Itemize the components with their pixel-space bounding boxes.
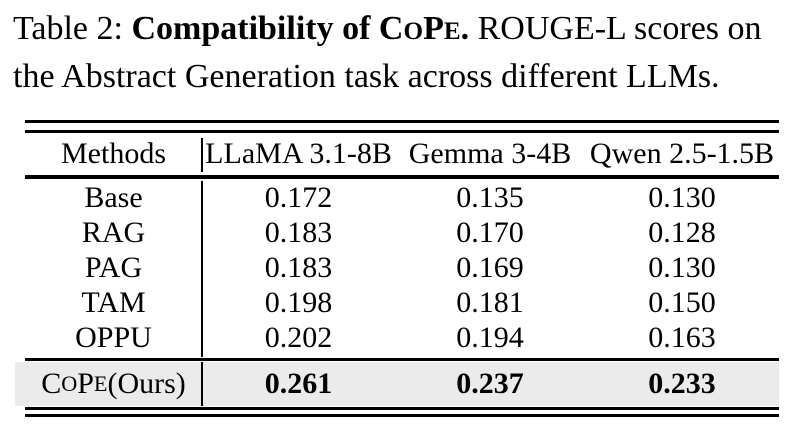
table-rule-bottom-1	[25, 407, 779, 410]
cope-letter: P	[77, 367, 94, 400]
cope-letter: C	[41, 367, 62, 400]
value-cell-bold: 0.237	[456, 367, 524, 400]
value-cell: 0.183	[264, 215, 333, 249]
header-gemma: Gemma 3-4B	[408, 137, 572, 170]
value-cell: 0.163	[648, 320, 716, 354]
highlight-row-background	[15, 362, 779, 406]
cope-letter-smallcap: E	[93, 371, 108, 396]
table-row: TAM 0.198 0.181 0.150	[25, 285, 779, 320]
caption-prefix: Table 2:	[13, 10, 132, 47]
table-header-row: Methods LLaMA 3.1-8B Gemma 3-4B Qwen 2.5…	[25, 134, 779, 174]
table-row: RAG 0.183 0.170 0.128	[25, 215, 779, 250]
column-separator-highlight	[201, 362, 203, 406]
ours-suffix: (Ours)	[107, 367, 186, 400]
cope-wordmark: COPE	[379, 10, 461, 47]
value-cell: 0.170	[456, 215, 524, 249]
table-row: Base 0.172 0.135 0.130	[25, 180, 779, 215]
header-qwen: Qwen 2.5-1.5B	[589, 137, 775, 170]
value-cell-bold: 0.261	[264, 367, 333, 400]
value-cell: 0.202	[264, 320, 333, 354]
value-cell: 0.172	[264, 180, 333, 214]
value-cell: 0.150	[648, 285, 716, 319]
caption-bold-title: Compatibility of	[131, 10, 379, 47]
value-cell: 0.181	[456, 285, 524, 319]
table-rule-mid	[25, 358, 779, 361]
method-label: TAM	[81, 285, 146, 319]
column-separator-header	[201, 138, 203, 172]
cope-letter-smallcap: O	[61, 371, 78, 396]
value-cell: 0.130	[648, 250, 716, 284]
value-cell: 0.130	[648, 180, 716, 214]
table-row: PAG 0.183 0.169 0.130	[25, 250, 779, 285]
header-llama: LLaMA 3.1-8B	[205, 137, 392, 170]
caption-rest: ROUGE-L scores on	[469, 10, 762, 47]
value-cell: 0.198	[264, 285, 333, 319]
value-cell: 0.135	[456, 180, 524, 214]
table-row: OPPU 0.202 0.194 0.163	[25, 320, 779, 355]
method-label: PAG	[84, 250, 143, 284]
header-methods: Methods	[61, 137, 166, 170]
value-cell: 0.128	[648, 215, 716, 249]
caption-bold-period: .	[460, 10, 470, 47]
method-label: OPPU	[75, 320, 152, 354]
table-rule-top-1	[25, 120, 779, 123]
caption-line-1: Table 2: Compatibility of COPE. ROUGE-L …	[13, 6, 762, 54]
table-caption: Table 2: Compatibility of COPE. ROUGE-L …	[13, 6, 762, 99]
method-label: Base	[84, 180, 143, 214]
value-cell: 0.194	[456, 320, 524, 354]
cope-letter-smallcap: E	[443, 18, 461, 45]
value-cell: 0.169	[456, 250, 524, 284]
caption-line-2: the Abstract Generation task across diff…	[13, 58, 720, 95]
cope-letter-smallcap: O	[403, 18, 424, 45]
value-cell: 0.183	[264, 250, 333, 284]
value-cell-bold: 0.233	[648, 367, 716, 400]
table-rule-header	[25, 175, 779, 179]
method-label: RAG	[81, 215, 146, 249]
table-rule-bottom-2	[25, 414, 779, 417]
cope-letter: C	[378, 10, 404, 47]
column-separator-body	[201, 181, 203, 357]
table-rule-top-2	[25, 130, 779, 133]
cope-letter: P	[423, 10, 444, 47]
